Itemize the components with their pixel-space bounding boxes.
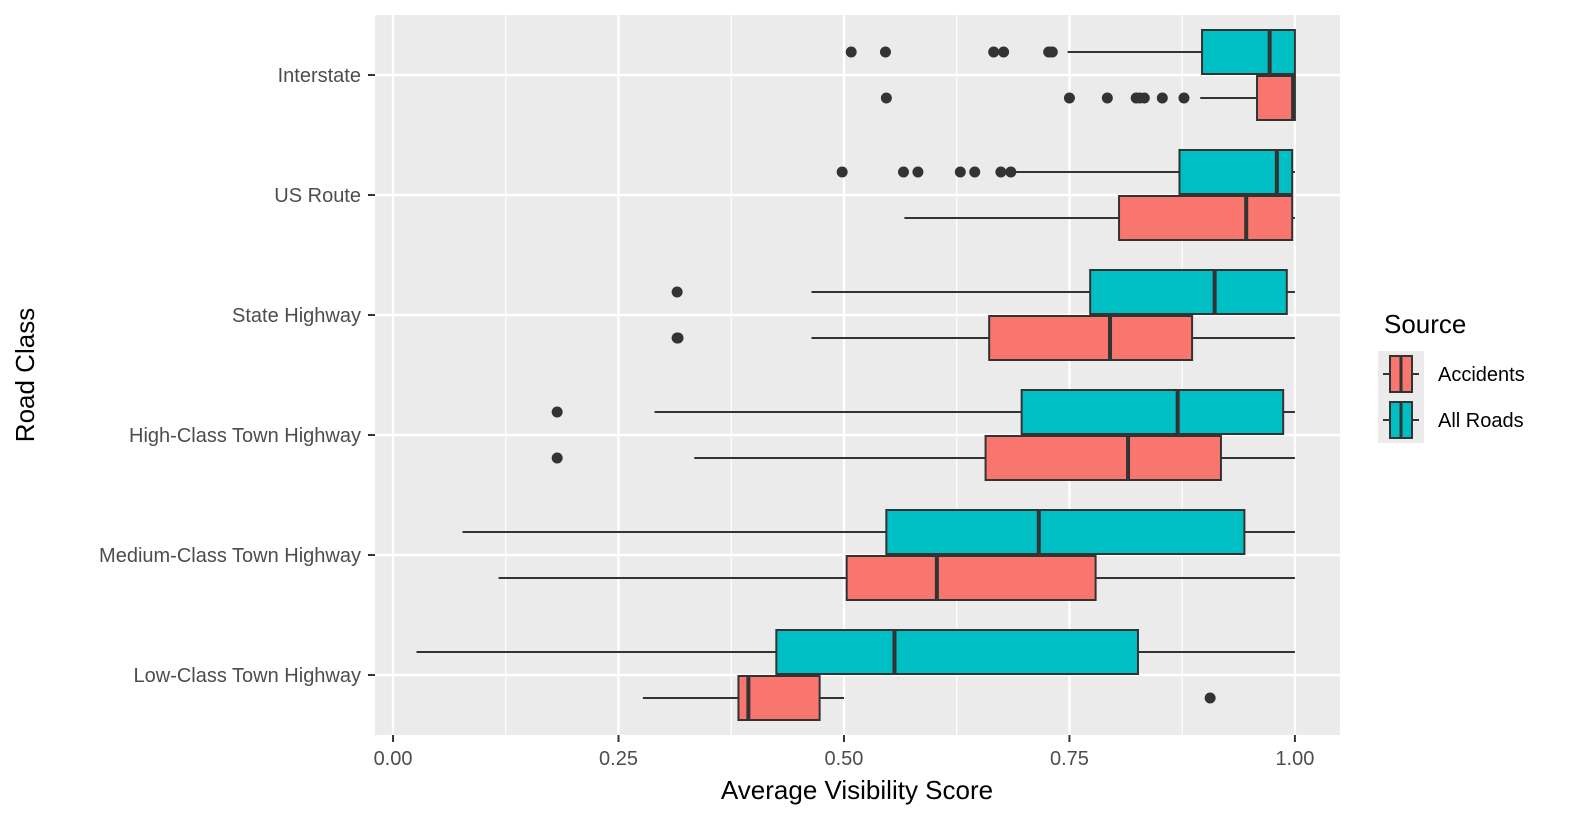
box-accidents	[642, 675, 1216, 721]
x-tick-label: 1.00	[1275, 748, 1314, 770]
outlier-point	[551, 406, 563, 418]
y-tick-label: Medium-Class Town Highway	[99, 545, 361, 567]
box-accidents	[904, 195, 1295, 241]
legend-label: All Roads	[1438, 410, 1524, 432]
outlier-point	[845, 46, 857, 58]
box-all-roads	[551, 389, 1295, 435]
legend: Source Accidents All Roads	[1378, 309, 1525, 443]
box-iqr	[737, 675, 821, 721]
box-iqr	[1089, 269, 1288, 315]
outlier-point	[1101, 92, 1113, 104]
y-tick-label: State Highway	[232, 305, 361, 327]
outlier-point	[880, 92, 892, 104]
box-all-roads	[416, 629, 1295, 675]
box-iqr	[1201, 29, 1296, 75]
x-tick-label: 0.75	[1050, 748, 1089, 770]
box-iqr	[1020, 389, 1285, 435]
legend-label: Accidents	[1438, 364, 1525, 386]
outlier-point	[1005, 166, 1017, 178]
outlier-point	[1178, 92, 1190, 104]
box-iqr	[845, 555, 1097, 601]
outlier-point	[954, 166, 966, 178]
box-iqr	[775, 629, 1139, 675]
box-accidents	[671, 315, 1295, 361]
outlier-point	[988, 46, 1000, 58]
y-axis-title: Road Class	[10, 308, 40, 442]
box-all-roads	[462, 509, 1295, 555]
y-tick-label: Low-Class Town Highway	[134, 665, 362, 687]
legend-title: Source	[1384, 309, 1466, 339]
x-tick-label: 0.50	[825, 748, 864, 770]
outlier-point	[995, 166, 1007, 178]
outlier-point	[879, 46, 891, 58]
y-tick-label: Interstate	[278, 65, 361, 87]
outlier-point	[1138, 92, 1150, 104]
outlier-point	[1156, 92, 1168, 104]
outlier-point	[1046, 46, 1058, 58]
outlier-point	[551, 452, 563, 464]
outlier-point	[897, 166, 909, 178]
box-iqr	[988, 315, 1194, 361]
outlier-point	[672, 332, 684, 344]
y-tick-label: High-Class Town Highway	[129, 425, 361, 447]
outlier-point	[1063, 92, 1075, 104]
outlier-point	[836, 166, 848, 178]
x-axis-title: Average Visibility Score	[721, 775, 993, 805]
box-iqr	[885, 509, 1246, 555]
x-tick-label: 0.25	[599, 748, 638, 770]
box-accidents	[551, 435, 1295, 481]
box-accidents	[498, 555, 1295, 601]
boxes	[416, 29, 1296, 721]
box-iqr	[1178, 149, 1294, 195]
box-all-roads	[671, 269, 1295, 315]
outlier-point	[671, 286, 683, 298]
axes: 0.00 0.25 0.50 0.75 1.00 Interstate US Route St…	[99, 65, 1314, 770]
outlier-point	[998, 46, 1010, 58]
box-all-roads	[845, 29, 1296, 75]
box-iqr	[984, 435, 1222, 481]
x-tick-label: 0.00	[374, 748, 413, 770]
box-iqr	[1118, 195, 1294, 241]
panel-background	[375, 15, 1340, 735]
outlier-point	[912, 166, 924, 178]
box-accidents	[880, 75, 1296, 121]
y-tick-label: US Route	[274, 185, 361, 207]
box-iqr	[1256, 75, 1296, 121]
outlier-point	[969, 166, 981, 178]
box-all-roads	[836, 149, 1295, 195]
outlier-point	[1204, 692, 1216, 704]
